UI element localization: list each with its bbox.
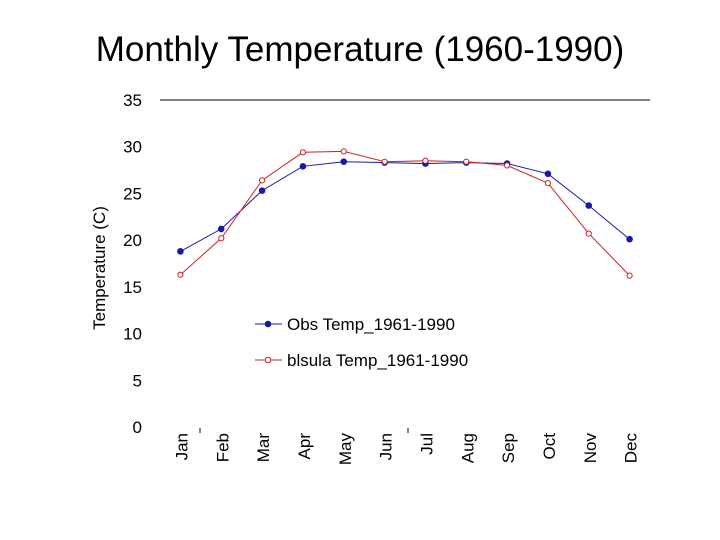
data-point bbox=[463, 158, 470, 165]
data-point bbox=[626, 272, 633, 279]
x-tick-label: Oct bbox=[540, 433, 559, 460]
x-tick-label: Jan bbox=[172, 433, 191, 460]
legend-label: Obs Temp_1961-1990 bbox=[287, 315, 455, 334]
series-layer bbox=[177, 148, 633, 279]
data-point bbox=[340, 158, 348, 165]
x-tick-label: Jun bbox=[377, 433, 396, 460]
data-point bbox=[626, 235, 633, 243]
x-tick-label: Sep bbox=[499, 433, 518, 463]
data-point bbox=[218, 235, 225, 242]
data-point bbox=[217, 225, 225, 233]
y-tick-label: 25 bbox=[123, 184, 142, 203]
legend-marker bbox=[264, 356, 272, 364]
data-point bbox=[299, 163, 307, 170]
y-tick-label: 15 bbox=[123, 278, 142, 297]
data-point bbox=[258, 187, 266, 194]
data-point bbox=[544, 170, 552, 178]
data-point bbox=[422, 157, 429, 164]
series-line bbox=[180, 150, 630, 276]
series-1 bbox=[177, 158, 633, 255]
data-point bbox=[299, 149, 307, 156]
series-line bbox=[180, 161, 630, 252]
data-point bbox=[381, 158, 388, 165]
data-point bbox=[258, 177, 266, 184]
axis-layer: 0 5 10 15 20 25 30 35 Jan Feb Mar Apr May Jun Jul Aug Se… bbox=[123, 91, 650, 465]
data-point bbox=[340, 148, 347, 155]
data-point bbox=[544, 180, 552, 187]
y-tick-label: 10 bbox=[123, 325, 142, 344]
x-tick-label: Apr bbox=[295, 433, 314, 460]
x-tick-label: Mar bbox=[254, 433, 273, 463]
y-tick-label: 20 bbox=[123, 231, 142, 250]
x-tick-label: May bbox=[336, 433, 355, 466]
y-axis-label-layer: Temperature (C) bbox=[90, 206, 109, 330]
chart-title: Monthly Temperature (1960-1990) bbox=[95, 30, 625, 69]
data-point bbox=[585, 202, 593, 209]
x-tick-label: Dec bbox=[622, 433, 641, 464]
y-tick-label: 0 bbox=[133, 418, 142, 437]
y-tick-label: 30 bbox=[123, 138, 142, 157]
x-tick-label: Jul bbox=[417, 433, 436, 455]
y-tick-label: 35 bbox=[123, 91, 142, 110]
data-point bbox=[177, 271, 184, 278]
y-axis-label: Temperature (C) bbox=[90, 206, 109, 330]
legend-label: blsula Temp_1961-1990 bbox=[287, 351, 468, 370]
data-point bbox=[585, 230, 592, 237]
x-tick-label: Aug bbox=[458, 433, 477, 463]
x-tick-label: Feb bbox=[213, 433, 232, 462]
data-point bbox=[503, 162, 511, 169]
legend-marker bbox=[264, 320, 272, 328]
data-point bbox=[177, 248, 184, 255]
x-tick-label: Nov bbox=[581, 433, 600, 464]
series-2 bbox=[177, 148, 633, 279]
y-tick-label: 5 bbox=[133, 371, 142, 390]
